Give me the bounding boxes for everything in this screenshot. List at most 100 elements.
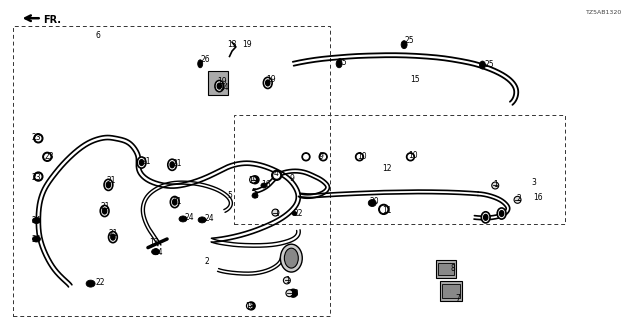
- Ellipse shape: [484, 215, 488, 220]
- Text: 4: 4: [274, 169, 279, 178]
- Text: 14: 14: [220, 83, 229, 92]
- Circle shape: [492, 182, 499, 189]
- Circle shape: [514, 196, 521, 203]
- Circle shape: [34, 134, 43, 143]
- Ellipse shape: [198, 217, 206, 223]
- Ellipse shape: [170, 162, 174, 168]
- Ellipse shape: [33, 236, 40, 242]
- Ellipse shape: [198, 60, 203, 68]
- Text: 9: 9: [289, 174, 294, 183]
- Bar: [442, 284, 460, 298]
- Text: 12: 12: [383, 164, 392, 173]
- Text: 24: 24: [204, 214, 214, 223]
- Text: 21: 21: [108, 229, 118, 238]
- Circle shape: [286, 290, 293, 297]
- Text: 3: 3: [532, 178, 536, 187]
- Circle shape: [272, 209, 279, 216]
- Text: 10: 10: [408, 151, 417, 160]
- Text: 7: 7: [455, 294, 460, 303]
- Bar: [208, 71, 228, 95]
- Circle shape: [36, 174, 41, 179]
- Circle shape: [302, 153, 310, 161]
- Text: 9: 9: [319, 152, 324, 161]
- Circle shape: [381, 206, 387, 212]
- Text: 22: 22: [293, 209, 303, 218]
- Ellipse shape: [106, 182, 111, 188]
- Text: 25: 25: [404, 36, 413, 45]
- Ellipse shape: [168, 159, 177, 170]
- Text: 22: 22: [96, 278, 105, 287]
- Circle shape: [284, 277, 291, 284]
- Circle shape: [289, 289, 297, 297]
- Text: 20: 20: [370, 197, 380, 206]
- Text: 24: 24: [32, 216, 42, 225]
- Circle shape: [356, 153, 364, 161]
- Circle shape: [379, 204, 388, 214]
- Circle shape: [247, 302, 255, 310]
- Ellipse shape: [100, 205, 109, 217]
- Text: 25: 25: [338, 58, 348, 67]
- Text: 1: 1: [274, 209, 279, 218]
- Ellipse shape: [102, 208, 107, 214]
- Text: 25: 25: [484, 60, 494, 69]
- Ellipse shape: [111, 234, 115, 240]
- Ellipse shape: [497, 208, 506, 219]
- Circle shape: [45, 154, 50, 159]
- Circle shape: [251, 176, 259, 184]
- Text: 21: 21: [106, 176, 116, 185]
- Ellipse shape: [179, 216, 187, 222]
- Ellipse shape: [252, 193, 258, 198]
- Ellipse shape: [264, 77, 272, 88]
- Text: 19: 19: [248, 176, 259, 185]
- Ellipse shape: [109, 232, 117, 243]
- Text: 5: 5: [251, 188, 256, 197]
- Text: 16: 16: [261, 180, 271, 189]
- Ellipse shape: [140, 160, 143, 165]
- Circle shape: [274, 172, 280, 178]
- Ellipse shape: [170, 196, 179, 208]
- Ellipse shape: [273, 212, 278, 215]
- Ellipse shape: [479, 61, 486, 69]
- Ellipse shape: [401, 41, 407, 49]
- Circle shape: [321, 155, 325, 159]
- Ellipse shape: [500, 211, 504, 216]
- Text: 26: 26: [200, 55, 210, 64]
- Text: 2: 2: [516, 194, 521, 204]
- Ellipse shape: [215, 81, 224, 92]
- Text: 13: 13: [228, 40, 237, 49]
- Text: 17: 17: [149, 238, 159, 247]
- Bar: [436, 260, 456, 278]
- Text: 6: 6: [96, 31, 100, 40]
- Ellipse shape: [173, 199, 177, 205]
- Text: 19: 19: [243, 40, 252, 49]
- Text: 24: 24: [185, 213, 195, 222]
- Ellipse shape: [292, 212, 297, 215]
- Circle shape: [406, 153, 415, 161]
- Ellipse shape: [261, 183, 267, 188]
- Circle shape: [246, 302, 253, 309]
- Ellipse shape: [481, 212, 490, 223]
- Text: 19: 19: [266, 75, 275, 84]
- Ellipse shape: [280, 244, 302, 272]
- Bar: [440, 281, 461, 301]
- Ellipse shape: [86, 280, 95, 287]
- Text: FR.: FR.: [44, 15, 61, 25]
- Text: 23: 23: [45, 152, 54, 161]
- Circle shape: [34, 172, 43, 181]
- Text: TZ5AB1320: TZ5AB1320: [586, 10, 623, 15]
- Text: 21: 21: [141, 157, 151, 166]
- Ellipse shape: [33, 218, 40, 224]
- Text: 2: 2: [204, 258, 209, 267]
- Circle shape: [304, 155, 308, 159]
- Text: 15: 15: [410, 75, 420, 84]
- Bar: [438, 263, 454, 275]
- Circle shape: [250, 176, 257, 183]
- Circle shape: [43, 152, 52, 161]
- Ellipse shape: [336, 60, 342, 68]
- Text: 24: 24: [153, 248, 163, 257]
- Ellipse shape: [152, 249, 159, 255]
- Bar: [13, 26, 330, 316]
- Text: 2: 2: [253, 191, 258, 200]
- Circle shape: [36, 136, 41, 141]
- Circle shape: [357, 155, 362, 159]
